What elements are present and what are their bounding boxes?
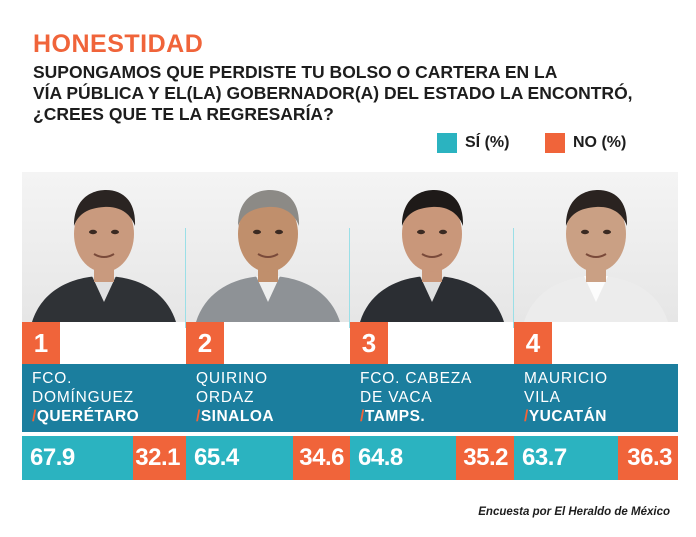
state-label: QUERÉTARO [36,408,140,425]
candidate-panel: 1 FCO. DOMÍNGUEZ/QUERÉTARO 67.9 32.1 [22,172,186,484]
panel-divider [349,228,350,328]
rank-badge: 3 [350,322,388,364]
legend-label-no: NO (%) [573,134,627,151]
rank-badge: 1 [22,322,60,364]
bar-no: 34.6 [293,436,350,480]
candidate-photo [22,172,186,322]
legend-item-no: NO (%) [545,132,626,154]
state-slash: / [32,408,37,425]
value-label-si: 64.8 [358,444,403,471]
candidate-photo [514,172,678,322]
panel-divider [185,228,186,328]
question-line: VÍA PÚBLICA Y EL(LA) GOBERNADOR(A) DEL E… [33,83,633,103]
chart-title: HONESTIDAD [33,30,204,58]
question-line: SUPONGAMOS QUE PERDISTE TU BOLSO O CARTE… [33,62,558,82]
candidate-state: /YUCATÁN [524,407,670,426]
candidate-panel: 2 QUIRINO ORDAZ/SINALOA 65.4 34.6 [186,172,350,484]
state-slash: / [360,408,365,425]
bar-si: 63.7 [514,436,618,480]
bar-si: 65.4 [186,436,293,480]
state-slash: / [524,408,529,425]
portrait-image [32,190,176,322]
candidate-name-line: DE VACA [360,389,433,406]
survey-question: SUPONGAMOS QUE PERDISTE TU BOLSO O CARTE… [33,62,673,125]
candidate-panel: 3 FCO. CABEZA DE VACA/TAMPS. 64.8 35.2 [350,172,514,484]
candidate-name-line: DOMÍNGUEZ [32,389,134,406]
candidate-name-box: FCO. CABEZA DE VACA/TAMPS. [350,364,514,432]
candidate-name-box: QUIRINO ORDAZ/SINALOA [186,364,350,432]
candidate-photo [350,172,514,322]
legend-swatch-si [437,133,457,153]
rank-badge: 4 [514,322,552,364]
value-label-si: 67.9 [30,444,75,471]
bar-no: 35.2 [456,436,514,480]
value-label-no: 36.3 [627,444,672,471]
value-label-no: 32.1 [135,444,180,471]
portrait-image [196,190,340,322]
panel-divider [513,228,514,328]
state-label: SINALOA [200,408,275,425]
state-slash: / [196,408,201,425]
portrait-image [524,190,668,322]
candidate-name-line: QUIRINO [196,370,268,387]
candidate-name-box: MAURICIO VILA/YUCATÁN [514,364,678,432]
candidate-name-box: FCO. DOMÍNGUEZ/QUERÉTARO [22,364,186,432]
candidate-name-line: FCO. CABEZA [360,370,473,387]
state-label: YUCATÁN [528,408,607,425]
rank-badge: 2 [186,322,224,364]
value-label-no: 35.2 [463,444,508,471]
candidate-state: /TAMPS. [360,407,506,426]
candidate-name-line: ORDAZ [196,389,255,406]
value-bar: 63.7 36.3 [514,436,678,480]
source-note: Encuesta por El Heraldo de México [478,506,670,518]
bar-si: 67.9 [22,436,133,480]
bar-no: 36.3 [618,436,678,480]
legend-swatch-no [545,133,565,153]
candidate-photo [186,172,350,322]
candidate-state: /SINALOA [196,407,342,426]
value-bar: 64.8 35.2 [350,436,514,480]
state-label: TAMPS. [364,408,426,425]
value-label-si: 63.7 [522,444,567,471]
legend-label-si: SÍ (%) [465,134,510,151]
bar-no: 32.1 [133,436,186,480]
value-label-no: 34.6 [299,444,344,471]
candidate-name-line: FCO. [32,370,73,387]
value-label-si: 65.4 [194,444,239,471]
legend-item-si: SÍ (%) [437,132,509,154]
candidate-state: /QUERÉTARO [32,407,178,426]
candidate-panel: 4 MAURICIO VILA/YUCATÁN 63.7 36.3 [514,172,678,484]
question-line: ¿CREES QUE TE LA REGRESARÍA? [33,104,334,124]
portrait-image [360,190,504,322]
value-bar: 67.9 32.1 [22,436,186,480]
value-bar: 65.4 34.6 [186,436,350,480]
bar-si: 64.8 [350,436,456,480]
candidate-name-line: VILA [524,389,561,406]
candidate-name-line: MAURICIO [524,370,608,387]
